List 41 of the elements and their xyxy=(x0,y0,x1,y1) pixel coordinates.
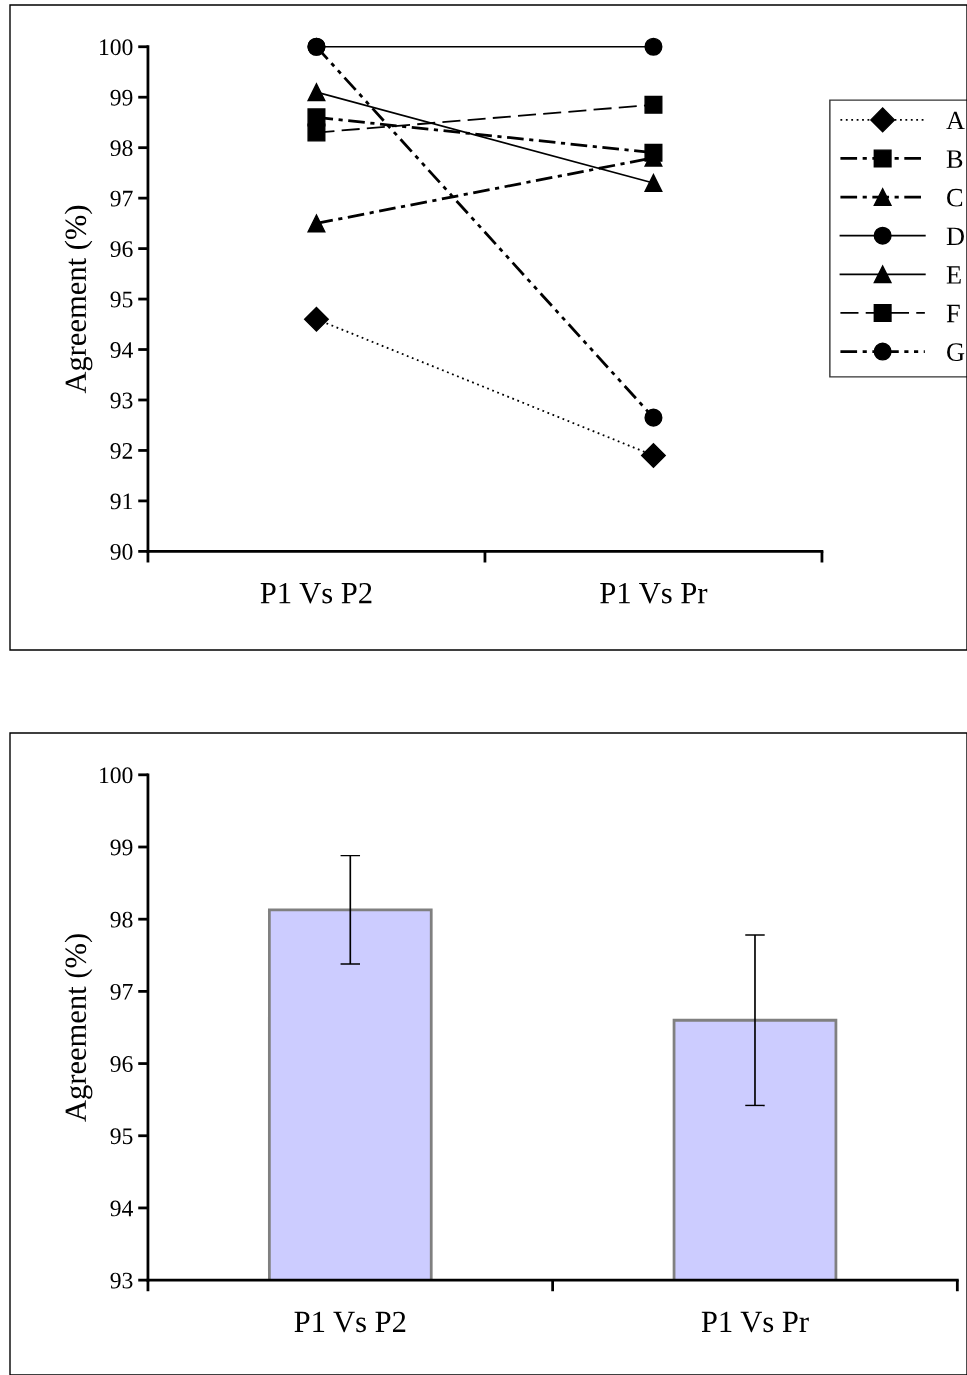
point xyxy=(644,173,663,193)
point xyxy=(307,83,326,102)
y-tick-label: 98 xyxy=(110,911,133,928)
point xyxy=(307,123,326,142)
legend-label: A xyxy=(946,111,965,130)
point xyxy=(644,408,663,427)
y-tick-label: 96 xyxy=(110,241,133,258)
x-tick-label: P1 Vs Pr xyxy=(600,582,708,604)
legend-label: G xyxy=(947,343,965,362)
point xyxy=(303,306,329,332)
legend-label: E xyxy=(946,266,961,284)
y-tick-label: 100 xyxy=(100,767,133,784)
point xyxy=(307,214,326,233)
legend-label: B xyxy=(946,150,963,168)
x-tick-label: P1 Vs P2 xyxy=(294,1311,406,1333)
x-tick-label: P1 Vs P2 xyxy=(260,582,372,604)
legend-label: F xyxy=(946,304,960,323)
y-tick-label: 94 xyxy=(110,342,133,358)
y-tick-label: 93 xyxy=(110,1272,133,1289)
y-axis-title: Agreement (%) xyxy=(64,934,93,1122)
y-tick-label: 95 xyxy=(110,291,133,308)
y-tick-label: 93 xyxy=(110,392,133,409)
point xyxy=(644,95,663,114)
y-tick-label: 100 xyxy=(100,39,133,56)
y-tick-label: 94 xyxy=(110,1200,133,1217)
y-tick-label: 90 xyxy=(110,543,133,560)
y-tick-label: 99 xyxy=(110,89,133,106)
point xyxy=(640,443,666,468)
y-tick-label: 99 xyxy=(110,839,133,856)
legend-label: D xyxy=(946,227,964,245)
y-tick-label: 98 xyxy=(110,140,133,157)
y-tick-label: 91 xyxy=(110,493,132,510)
x-tick-label: P1 Vs Pr xyxy=(701,1311,809,1333)
y-tick-label: 97 xyxy=(110,190,133,207)
y-tick-label: 95 xyxy=(110,1128,133,1145)
y-tick-label: 92 xyxy=(110,443,133,459)
y-axis-title: Agreement (%) xyxy=(64,205,93,394)
point xyxy=(644,37,663,56)
y-tick-label: 97 xyxy=(110,983,133,1000)
legend-label: C xyxy=(947,188,963,207)
y-tick-label: 96 xyxy=(110,1056,133,1072)
